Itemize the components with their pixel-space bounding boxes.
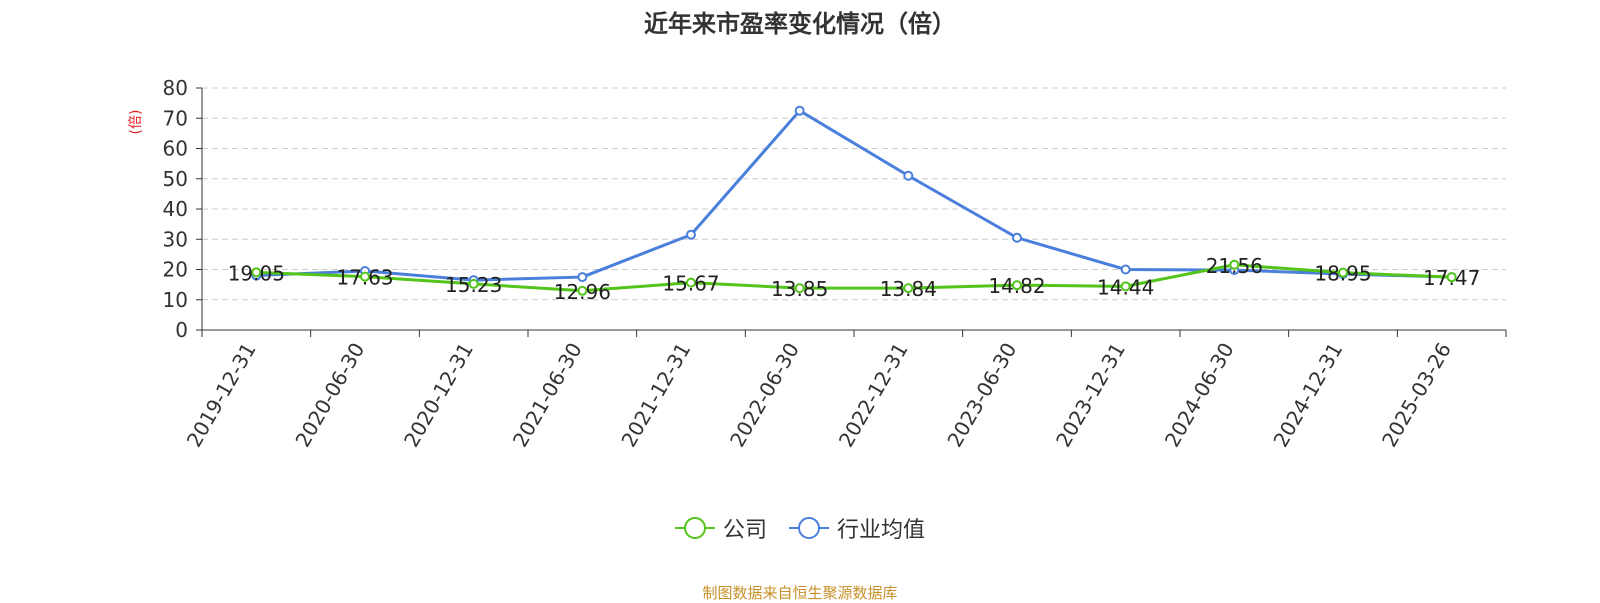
data-point <box>577 272 588 283</box>
legend-industry-marker-icon <box>789 517 829 539</box>
y-tick-label: 20 <box>163 258 188 282</box>
data-label: 15.23 <box>445 273 502 297</box>
x-tick-label: 2023-06-30 <box>942 339 1021 452</box>
legend-company-marker-icon <box>674 517 715 539</box>
y-tick-label: 10 <box>163 288 188 312</box>
x-tick-label: 2022-12-31 <box>834 338 913 451</box>
x-tick-label: 2020-06-30 <box>290 339 369 452</box>
data-point <box>360 271 370 282</box>
legend-company-label: 公司 <box>722 518 767 543</box>
x-tick-label: 2020-12-31 <box>399 338 478 451</box>
data-label: 18.95 <box>1314 262 1371 286</box>
data-labels: 19.05 17.63 15.23 12.96 15.67 13.85 13.84 14.82… <box>228 254 1481 304</box>
data-point <box>1338 267 1348 278</box>
data-point <box>251 267 262 278</box>
data-point <box>686 277 696 288</box>
legend-item-industry[interactable]: 行业均值 <box>789 512 925 544</box>
x-tick-label: 2024-06-30 <box>1160 339 1239 452</box>
data-point <box>1012 232 1022 243</box>
y-tick-label: 0 <box>175 318 188 342</box>
data-point <box>903 283 914 294</box>
data-point <box>1446 272 1457 283</box>
x-tick-label: 2021-12-31 <box>616 339 695 452</box>
data-point <box>1229 259 1240 270</box>
data-label: 17.47 <box>1423 266 1480 290</box>
data-label: 13.84 <box>880 277 937 301</box>
data-point <box>1120 281 1131 292</box>
data-label: 17.63 <box>336 266 393 290</box>
data-label: 14.82 <box>988 274 1045 298</box>
data-point <box>468 278 479 289</box>
series-lines <box>251 105 1457 296</box>
x-tick-label: 2025-03-26 <box>1377 339 1456 452</box>
data-point <box>1012 280 1022 291</box>
x-tick-label: 2022-06-30 <box>725 339 804 452</box>
data-label: 15.67 <box>662 272 719 296</box>
source-note: 制图数据来自恒生聚源数据库 <box>702 584 898 602</box>
chart-title: 近年来市盈率变化情况（倍） <box>644 10 956 38</box>
data-point <box>903 170 914 181</box>
y-tick-label: 30 <box>163 227 188 251</box>
x-tick-label: 2021-06-30 <box>508 339 587 452</box>
legend-industry-label: 行业均值 <box>837 518 926 543</box>
data-point <box>1120 264 1131 275</box>
y-tick-label: 70 <box>163 106 188 130</box>
grid-lines <box>202 87 1506 301</box>
legend: 公司 行业均值 <box>0 512 1600 544</box>
data-point <box>577 285 588 296</box>
x-tick-label: 2023-12-31 <box>1051 339 1130 452</box>
data-label: 13.85 <box>771 277 828 301</box>
y-tick-label: 60 <box>163 137 188 161</box>
data-point <box>686 229 696 240</box>
series-line-1 <box>256 109 1452 282</box>
data-point <box>794 105 805 116</box>
x-tick-label: 2024-12-31 <box>1268 339 1347 452</box>
data-label: 21.56 <box>1206 254 1263 278</box>
data-label: 19.05 <box>228 261 285 285</box>
y-tick-label: 40 <box>163 197 188 221</box>
y-tick-label: 50 <box>163 167 188 191</box>
y-axis-title: (倍) <box>128 110 144 135</box>
data-point <box>794 283 805 294</box>
x-tick-label: 2019-12-31 <box>182 339 261 452</box>
data-label: 12.96 <box>554 280 611 304</box>
legend-item-company[interactable]: 公司 <box>674 512 767 544</box>
y-tick-label: 80 <box>163 76 188 100</box>
data-label: 14.44 <box>1097 275 1154 299</box>
series-line-0 <box>256 263 1452 293</box>
